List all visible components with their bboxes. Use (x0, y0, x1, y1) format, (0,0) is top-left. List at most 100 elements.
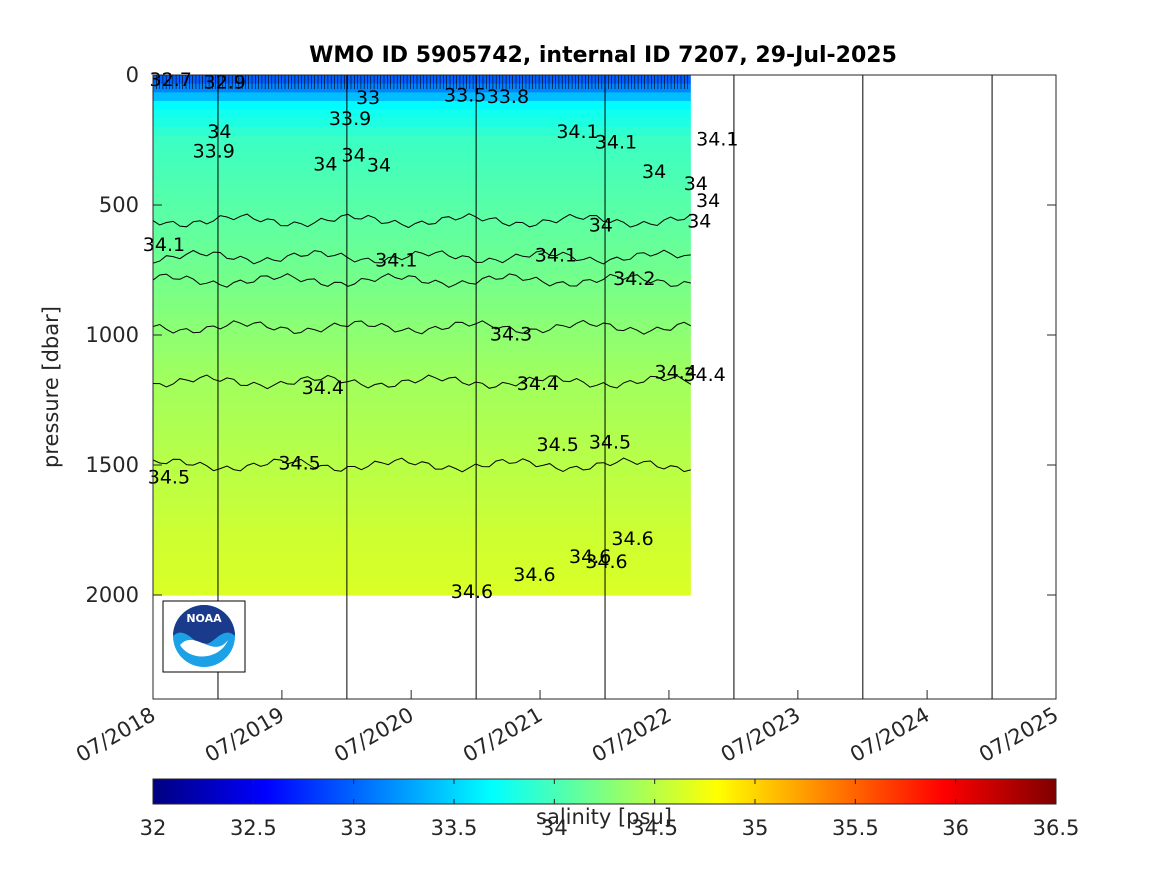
y-axis-label: pressure [dbar] (39, 306, 63, 468)
contour-label: 34.1 (556, 121, 598, 143)
salinity-band (153, 83, 691, 93)
contour-label: 33.9 (193, 140, 235, 162)
colorbar-tick-label: 35.5 (832, 816, 879, 840)
x-tick-label: 07/2023 (717, 703, 805, 767)
salinity-band (153, 135, 691, 145)
salinity-band (153, 265, 691, 275)
salinity-band (153, 101, 691, 111)
x-tick-label: 07/2022 (588, 703, 676, 767)
salinity-band (153, 317, 691, 327)
salinity-band (153, 213, 691, 223)
contour-lines (153, 213, 692, 473)
salinity-band (153, 586, 691, 596)
contour-label: 34.5 (148, 467, 190, 489)
contour-label: 33.9 (329, 108, 371, 130)
salinity-band (153, 369, 691, 379)
salinity-band (153, 491, 691, 501)
contour-label: 34 (696, 190, 720, 212)
colorbar-tick-label: 34 (541, 816, 568, 840)
contour-label: 32.9 (204, 72, 246, 94)
salinity-band (153, 326, 691, 336)
colorbar-label: salinity [psu] (536, 805, 672, 829)
contour-line (153, 249, 691, 265)
salinity-band (153, 430, 691, 440)
plot-frame (152, 74, 1057, 700)
contour-label: 33.8 (487, 86, 529, 108)
salinity-band (153, 335, 691, 345)
colorbar-tick-label: 36 (942, 816, 969, 840)
contour-label: 34.1 (535, 244, 577, 266)
colorbar-tick-label: 33 (340, 816, 367, 840)
salinity-band (153, 75, 691, 85)
salinity-band (153, 109, 691, 119)
salinity-band (153, 439, 691, 449)
contour-label: 34 (589, 215, 613, 237)
contour-label: 34 (367, 155, 391, 177)
contour-label: 33.5 (444, 85, 486, 107)
contour-label: 34.3 (490, 324, 532, 346)
contour-label: 34.1 (375, 250, 417, 272)
contour-label: 34 (207, 121, 231, 143)
contour-label: 34 (684, 173, 708, 195)
x-axis: 07/2018 07/2019 07/2020 07/2021 07/2022 07/20… (72, 690, 1063, 767)
x-tick-label: 07/2020 (330, 703, 418, 767)
contour-label: 34.4 (655, 361, 697, 383)
salinity-band (153, 534, 691, 544)
salinity-band (153, 179, 691, 189)
salinity-band (153, 196, 691, 206)
contour-label: 34.1 (143, 234, 185, 256)
colorbar-tick-label: 32.5 (230, 816, 277, 840)
y-tick-label: 1500 (86, 453, 139, 477)
contour-label: 34.6 (513, 564, 555, 586)
salinity-band (153, 118, 691, 128)
salinity-band (153, 551, 691, 561)
contour-label: 32.7 (150, 69, 192, 91)
contour-label: 34.5 (589, 432, 631, 454)
colorbar-ticks: 32 32.5 33 33.5 34 34.5 35 35.5 36 36.5 (140, 779, 1080, 840)
y-tick-label: 2000 (86, 583, 139, 607)
salinity-band (153, 291, 691, 301)
colorbar-tick-label: 35 (742, 816, 769, 840)
salinity-band (153, 222, 691, 232)
y-tick-label: 0 (126, 63, 139, 87)
colorbar-tick-label: 32 (140, 816, 167, 840)
x-tick-label: 07/2021 (459, 703, 547, 767)
salinity-band (153, 387, 691, 397)
contour-label: 34 (341, 144, 365, 166)
colorbar-tick-label: 36.5 (1033, 816, 1080, 840)
contour-label: 34 (642, 161, 666, 183)
salinity-band (153, 352, 691, 362)
salinity-band (153, 447, 691, 457)
salinity-band (153, 577, 691, 587)
contour-label: 34 (687, 211, 711, 233)
y-tick-label: 500 (99, 193, 139, 217)
salinity-band (153, 127, 691, 137)
contour-label: 34.4 (517, 373, 559, 395)
contour-label: 34 (313, 153, 337, 175)
salinity-band (153, 153, 691, 163)
salinity-band (153, 395, 691, 405)
contour-label: 34.6 (451, 581, 493, 603)
contour-label: 34.5 (537, 434, 579, 456)
contour-label: 34.2 (613, 268, 655, 290)
contour-label: 34.1 (696, 129, 738, 151)
salinity-band (153, 508, 691, 518)
contour-label: 34.6 (569, 546, 611, 568)
salinity-band (153, 473, 691, 483)
salinity-band (153, 283, 691, 293)
colorbar-tick-label: 33.5 (431, 816, 478, 840)
salinity-band (153, 413, 691, 423)
contour-label: 34.6 (585, 551, 627, 573)
salinity-band (153, 482, 691, 492)
contour-label: 34.1 (595, 131, 637, 153)
salinity-band (153, 205, 691, 215)
x-tick-label: 07/2025 (975, 703, 1063, 767)
salinity-band (153, 187, 691, 197)
contour-label: 33 (356, 87, 380, 109)
contour-line (153, 319, 692, 335)
salinity-band (153, 525, 691, 535)
salinity-band (153, 309, 691, 319)
salinity-field (153, 75, 691, 596)
